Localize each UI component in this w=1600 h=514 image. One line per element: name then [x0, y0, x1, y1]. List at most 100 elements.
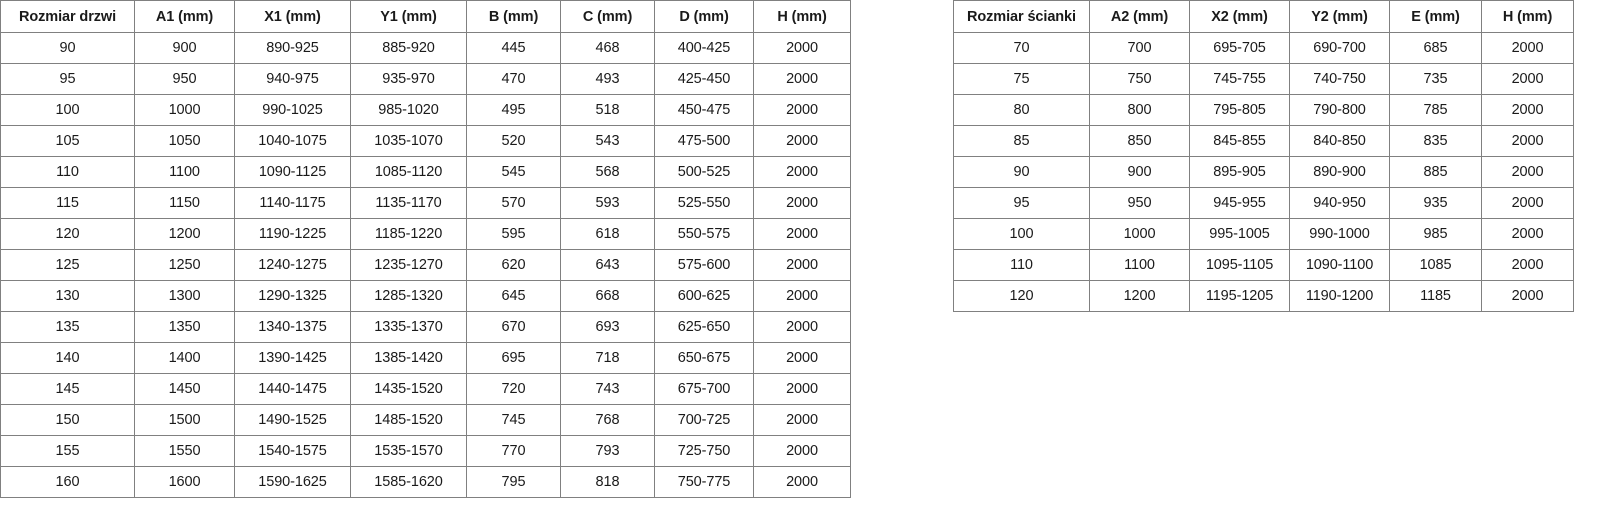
table-cell: 1090-1100: [1289, 249, 1390, 281]
table-cell: 1300: [134, 280, 235, 312]
row-header-cell: 140: [0, 342, 135, 374]
table-cell: 2000: [753, 466, 851, 498]
table-cell: 1235-1270: [350, 249, 467, 281]
table-cell: 2000: [753, 125, 851, 157]
table-cell: 1200: [1089, 280, 1190, 312]
column-header-x2: X2 (mm): [1189, 0, 1290, 33]
table-cell: 950: [1089, 187, 1190, 219]
table-cell: 720: [466, 373, 561, 405]
table-cell: 1290-1325: [234, 280, 351, 312]
table-row: 140 1400 1390-1425 1385-1420 695 718 650-675 20…: [0, 342, 851, 374]
row-header-cell: 90: [0, 32, 135, 64]
table-cell: 650-675: [654, 342, 754, 374]
table-cell: 995-1005: [1189, 218, 1290, 250]
table-cell: 725-750: [654, 435, 754, 467]
table-row: 145 1450 1440-1475 1435-1520 720 743 675-700 20…: [0, 373, 851, 405]
table-cell: 520: [466, 125, 561, 157]
column-header-a2: A2 (mm): [1089, 0, 1190, 33]
table-cell: 643: [560, 249, 655, 281]
table-row: 135 1350 1340-1375 1335-1370 670 693 625-650 20…: [0, 311, 851, 343]
table-cell: 1100: [1089, 249, 1190, 281]
table-cell: 2000: [753, 435, 851, 467]
row-header-cell: 100: [953, 218, 1090, 250]
table-cell: 1250: [134, 249, 235, 281]
table-cell: 493: [560, 63, 655, 95]
table-cell: 2000: [753, 280, 851, 312]
table-cell: 2000: [1481, 63, 1574, 95]
table-cell: 735: [1389, 63, 1482, 95]
table-cell: 593: [560, 187, 655, 219]
table-cell: 1085: [1389, 249, 1482, 281]
column-header-h: H (mm): [1481, 0, 1574, 33]
table-row: 95 950 945-955 940-950 935 2000: [953, 187, 1574, 219]
column-header-x1: X1 (mm): [234, 0, 351, 33]
table-cell: 700: [1089, 32, 1190, 64]
table-cell: 693: [560, 311, 655, 343]
table-cell: 2000: [1481, 187, 1574, 219]
wall-table-header: Rozmiar ścianki A2 (mm) X2 (mm) Y2 (mm) …: [953, 0, 1574, 33]
table-cell: 695: [466, 342, 561, 374]
table-cell: 1440-1475: [234, 373, 351, 405]
row-header-cell: 150: [0, 404, 135, 436]
table-cell: 795-805: [1189, 94, 1290, 126]
table-cell: 1400: [134, 342, 235, 374]
table-cell: 1550: [134, 435, 235, 467]
door-table-body: 90 900 890-925 885-920 445 468 400-425 2000 95 95…: [0, 32, 851, 498]
table-cell: 700-725: [654, 404, 754, 436]
wall-dimensions-table: Rozmiar ścianki A2 (mm) X2 (mm) Y2 (mm) …: [953, 0, 1574, 312]
table-cell: 990-1000: [1289, 218, 1390, 250]
table-cell: 850: [1089, 125, 1190, 157]
column-header-y1: Y1 (mm): [350, 0, 467, 33]
table-row: 75 750 745-755 740-750 735 2000: [953, 63, 1574, 95]
table-cell: 2000: [753, 156, 851, 188]
table-row: 120 1200 1195-1205 1190-1200 1185 2000: [953, 280, 1574, 312]
table-cell: 2000: [753, 32, 851, 64]
table-cell: 770: [466, 435, 561, 467]
table-cell: 1085-1120: [350, 156, 467, 188]
table-header-row: Rozmiar drzwi A1 (mm) X1 (mm) Y1 (mm) B …: [0, 0, 851, 33]
table-cell: 840-850: [1289, 125, 1390, 157]
table-cell: 1135-1170: [350, 187, 467, 219]
table-row: 100 1000 990-1025 985-1020 495 518 450-475 2000: [0, 94, 851, 126]
table-cell: 2000: [753, 342, 851, 374]
table-cell: 940-975: [234, 63, 351, 95]
table-cell: 618: [560, 218, 655, 250]
table-cell: 525-550: [654, 187, 754, 219]
table-cell: 950: [134, 63, 235, 95]
table-cell: 885: [1389, 156, 1482, 188]
table-cell: 2000: [1481, 280, 1574, 312]
table-cell: 1590-1625: [234, 466, 351, 498]
table-row: 115 1150 1140-1175 1135-1170 570 593 525-550 20…: [0, 187, 851, 219]
row-header-cell: 95: [0, 63, 135, 95]
table-cell: 1485-1520: [350, 404, 467, 436]
table-row: 90 900 890-925 885-920 445 468 400-425 2000: [0, 32, 851, 64]
row-header-cell: 110: [953, 249, 1090, 281]
row-header-cell: 160: [0, 466, 135, 498]
table-cell: 1535-1570: [350, 435, 467, 467]
table-cell: 595: [466, 218, 561, 250]
table-cell: 495: [466, 94, 561, 126]
table-cell: 768: [560, 404, 655, 436]
table-row: 155 1550 1540-1575 1535-1570 770 793 725-750 20…: [0, 435, 851, 467]
table-cell: 1390-1425: [234, 342, 351, 374]
table-cell: 670: [466, 311, 561, 343]
row-header-cell: 105: [0, 125, 135, 157]
table-row: 130 1300 1290-1325 1285-1320 645 668 600-625 20…: [0, 280, 851, 312]
table-row: 100 1000 995-1005 990-1000 985 2000: [953, 218, 1574, 250]
table-cell: 985: [1389, 218, 1482, 250]
table-row: 105 1050 1040-1075 1035-1070 520 543 475-500 20…: [0, 125, 851, 157]
row-header-cell: 110: [0, 156, 135, 188]
table-cell: 2000: [753, 311, 851, 343]
table-cell: 1240-1275: [234, 249, 351, 281]
table-cell: 1500: [134, 404, 235, 436]
table-cell: 1000: [1089, 218, 1190, 250]
table-cell: 620: [466, 249, 561, 281]
table-cell: 1040-1075: [234, 125, 351, 157]
table-row: 160 1600 1590-1625 1585-1620 795 818 750-775 20…: [0, 466, 851, 498]
table-cell: 1285-1320: [350, 280, 467, 312]
table-cell: 1585-1620: [350, 466, 467, 498]
table-cell: 990-1025: [234, 94, 351, 126]
table-cell: 475-500: [654, 125, 754, 157]
row-header-cell: 90: [953, 156, 1090, 188]
table-cell: 1185: [1389, 280, 1482, 312]
